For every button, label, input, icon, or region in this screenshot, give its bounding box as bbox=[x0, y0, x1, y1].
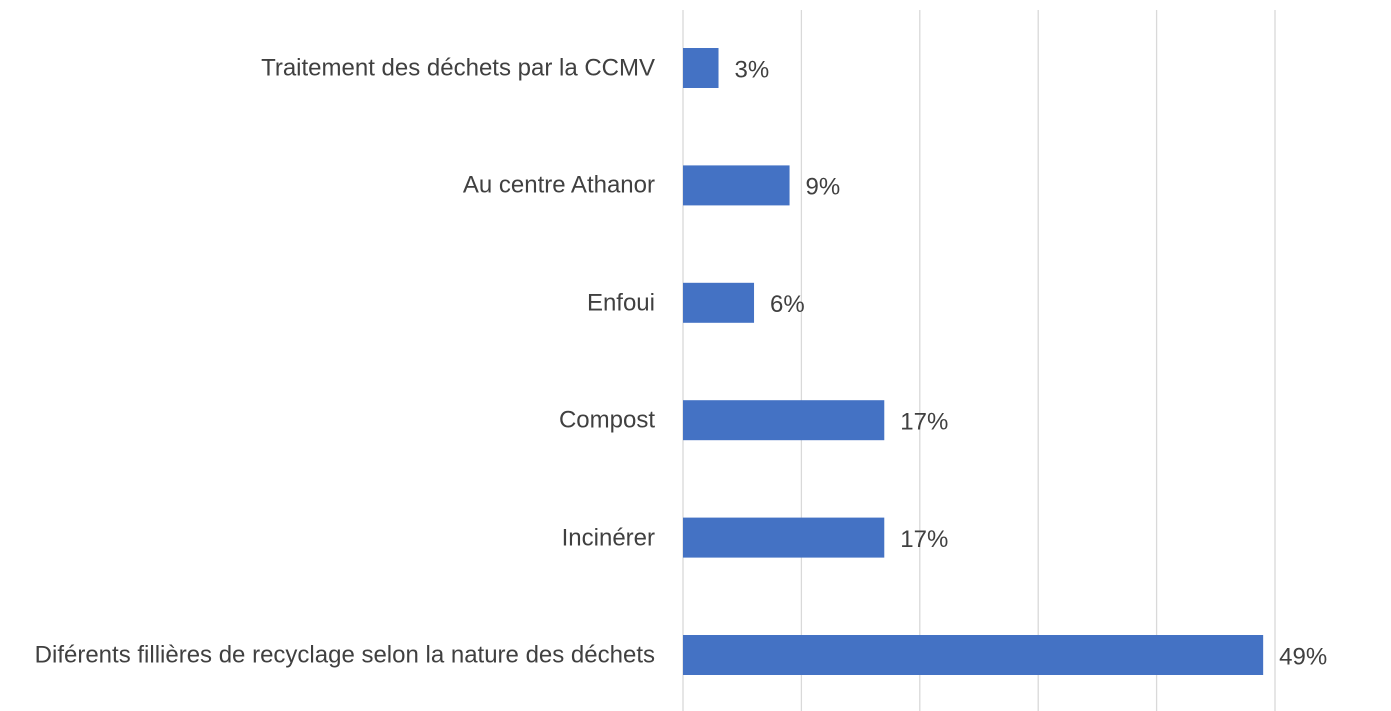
data-label: 49% bbox=[1279, 643, 1327, 670]
bar bbox=[683, 517, 885, 558]
bar bbox=[683, 282, 755, 323]
category-label: Incinérer bbox=[0, 522, 655, 553]
data-label: 17% bbox=[900, 409, 948, 436]
category-label: Compost bbox=[0, 405, 655, 436]
category-text: Traitement des déchets par la CCMV bbox=[261, 54, 655, 82]
bar bbox=[683, 165, 790, 206]
data-label: 17% bbox=[900, 526, 948, 553]
category-text: Diférents fillières de recyclage selon l… bbox=[34, 641, 655, 669]
category-text: Enfoui bbox=[586, 289, 655, 317]
category-label: Traitement des déchets par la CCMV bbox=[0, 53, 655, 84]
category-label: Diférents fillières de recyclage selon l… bbox=[0, 640, 655, 671]
bar bbox=[683, 635, 1264, 675]
data-label: 9% bbox=[806, 174, 841, 201]
category-text: Incinérer bbox=[561, 524, 655, 552]
bar bbox=[683, 48, 719, 88]
data-label: 6% bbox=[770, 291, 805, 318]
data-label: 3% bbox=[735, 56, 770, 83]
category-text: Compost bbox=[558, 406, 655, 434]
bar bbox=[683, 400, 885, 441]
category-label: Au centre Athanor bbox=[0, 170, 655, 201]
category-text: Au centre Athanor bbox=[462, 171, 655, 199]
category-label: Enfoui bbox=[0, 287, 655, 318]
